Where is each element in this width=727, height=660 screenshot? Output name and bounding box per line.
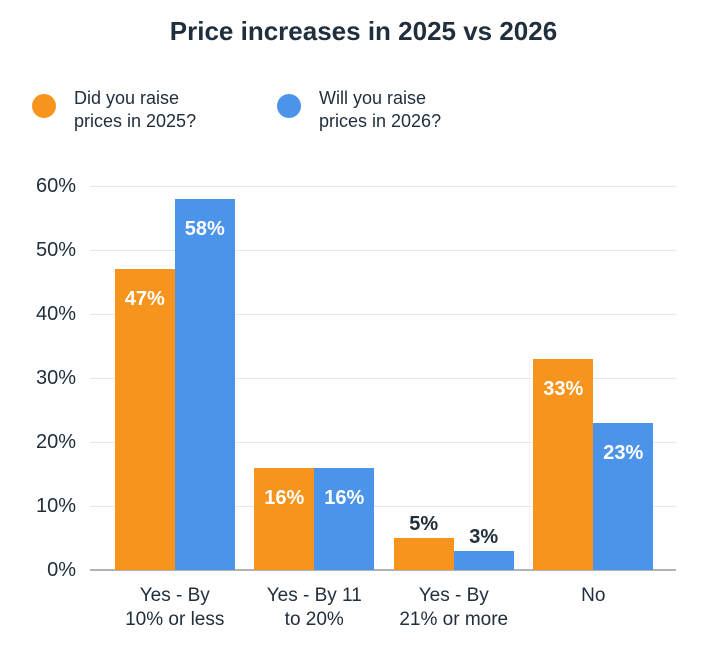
bar-orange [254, 467, 315, 570]
y-tick-label: 20% [35, 431, 76, 453]
bar-blue [174, 198, 235, 570]
x-category-label: Yes - By 10% or less [125, 585, 225, 630]
bar-orange [114, 269, 175, 570]
bar-orange [533, 358, 594, 570]
legend-item: Did you raise prices in 2025? [32, 87, 196, 133]
gridline [90, 442, 676, 443]
bar-value-label: 58% [184, 217, 225, 240]
legend-swatch-circle-icon [277, 94, 301, 118]
bar-value-label: 33% [543, 377, 584, 400]
legend-label: Will you raise prices in 2026? [319, 88, 442, 131]
bar-value-label: 5% [409, 513, 439, 535]
bar-blue [593, 422, 654, 570]
y-tick-label: 0% [47, 559, 76, 581]
y-tick-label: 60% [35, 175, 76, 197]
y-tick-label: 50% [35, 239, 76, 261]
bar-value-label: 47% [124, 288, 165, 311]
bar-value-label: 3% [469, 525, 499, 548]
chart-title: Price increases in 2025 vs 2026 [169, 16, 558, 46]
y-tick-label: 30% [35, 367, 76, 389]
bar-blue [314, 467, 375, 570]
y-tick-label: 40% [35, 303, 76, 325]
bar-value-label: 16% [264, 486, 305, 509]
x-category-label: Yes - By 21% or more [399, 585, 509, 630]
bar-value-label: 16% [324, 486, 365, 509]
bar-orange [393, 538, 454, 570]
gridline [90, 314, 676, 315]
gridline [90, 506, 676, 507]
legend-swatch-circle-icon [32, 94, 56, 118]
gridline [90, 378, 676, 379]
gridline [90, 250, 676, 251]
y-tick-label: 10% [35, 495, 76, 517]
x-axis-line [90, 569, 676, 571]
x-category-label: No [581, 585, 606, 606]
x-category-label: Yes - By 11 to 20% [266, 585, 362, 630]
legend-item: Will you raise prices in 2026? [277, 87, 441, 133]
gridline [90, 186, 676, 187]
legend-label: Did you raise prices in 2025? [74, 88, 197, 131]
bar-value-label: 23% [603, 441, 644, 464]
bar-blue [453, 550, 514, 570]
